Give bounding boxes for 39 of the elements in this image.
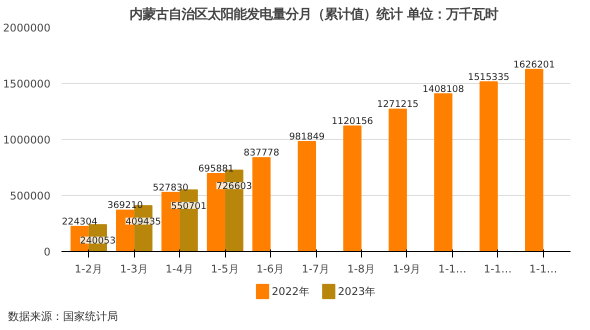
y-tick-label: 0 (44, 246, 51, 258)
y-tick-label: 1500000 (3, 78, 51, 90)
y-tick-label: 1000000 (3, 134, 51, 146)
y-tick-label: 2000000 (3, 22, 51, 34)
data-label: 1408108 (422, 84, 464, 95)
bar (480, 81, 498, 252)
data-label: 1271215 (377, 99, 419, 110)
data-label: 837778 (244, 148, 280, 159)
x-tick-label: 1-6月 (256, 262, 285, 276)
legend-label: 2023年 (338, 285, 376, 298)
data-label: 981849 (289, 132, 325, 143)
x-tick-label: 1-2月 (74, 262, 103, 276)
x-tick-label: 1-1… (484, 262, 512, 276)
data-label: 1120156 (332, 116, 374, 128)
x-tick-label: 1-5月 (210, 262, 240, 276)
x-tick-label: 1-1… (529, 262, 558, 276)
y-tick-label: 500000 (10, 190, 51, 202)
data-label: 224304 (62, 216, 98, 228)
data-label: 369210 (107, 200, 143, 212)
source-note: 数据来源：国家统计局 (8, 309, 118, 325)
data-label: 695881 (198, 164, 234, 175)
x-tick-label: 1-3月 (120, 262, 148, 276)
x-tick-label: 1-4月 (165, 262, 194, 276)
data-label: 550701 (170, 200, 207, 212)
x-tick-label: 1-8月 (347, 262, 376, 276)
legend-label: 2022年 (272, 285, 310, 298)
bar (525, 68, 544, 252)
x-tick-label: 1-1… (438, 262, 466, 276)
data-label: 1626201 (513, 59, 555, 70)
bar (252, 157, 271, 252)
bar (343, 126, 362, 252)
data-label: 527830 (152, 182, 188, 194)
x-tick-label: 1-7月 (302, 262, 330, 276)
data-label: 1515335 (468, 72, 510, 83)
bar (434, 93, 452, 252)
bar (298, 141, 316, 252)
bar (388, 108, 407, 252)
x-tick-label: 1-9月 (392, 262, 422, 276)
chart-title: 内蒙古自治区太阳能发电量分月（累计值）统计 单位：万千瓦时 (129, 6, 498, 22)
